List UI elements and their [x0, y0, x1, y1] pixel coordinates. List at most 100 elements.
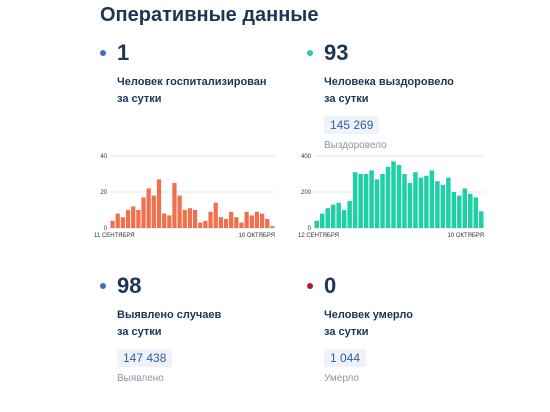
- hospitalized-value: 1: [117, 40, 130, 65]
- bar: [229, 211, 234, 228]
- bar: [325, 208, 330, 228]
- bar: [249, 215, 254, 228]
- bar: [341, 210, 347, 228]
- bar: [208, 211, 213, 228]
- teal-dot-icon: [307, 50, 313, 56]
- bar: [363, 174, 369, 228]
- bar: [358, 174, 363, 228]
- bar: [413, 172, 418, 228]
- bar: [177, 195, 182, 228]
- hospitalized-chart: 0 20 40 11 СЕНТЯБРЯ 10 ОКТЯБРЯ: [94, 150, 279, 242]
- bar: [213, 202, 218, 228]
- bar: [424, 175, 429, 228]
- died-description: Человек умерло за сутки: [324, 309, 413, 338]
- detected-total: 147 438: [117, 349, 173, 367]
- y-tick-label: 200: [301, 190, 312, 196]
- bar: [260, 213, 265, 228]
- blue-dot-icon: [100, 50, 106, 56]
- bar: [182, 210, 187, 228]
- recovered-value: 93: [324, 40, 349, 65]
- bar: [385, 166, 391, 228]
- bar: [141, 197, 146, 228]
- x-end-label: 10 ОКТЯБРЯ: [238, 233, 275, 239]
- recovered-description: Человека выздоровело за сутки: [324, 76, 454, 105]
- bar: [254, 211, 260, 228]
- bar: [156, 179, 162, 228]
- bar: [192, 210, 198, 228]
- bar: [440, 184, 446, 228]
- x-start-label: 12 СЕНТЯБРЯ: [298, 233, 339, 239]
- bar: [391, 161, 396, 228]
- hospitalized-bar-chart: 0 20 40 11 СЕНТЯБРЯ 10 ОКТЯБРЯ: [94, 154, 275, 239]
- bar: [402, 174, 407, 228]
- bar: [223, 219, 229, 228]
- y-tick-label: 40: [100, 154, 107, 160]
- bar: [234, 217, 239, 228]
- recovered-total: 145 269: [324, 116, 380, 134]
- bar: [198, 222, 203, 228]
- bar: [468, 193, 473, 228]
- recovered-bar-chart: 0 200 400 12 СЕНТЯБРЯ 10 ОКТЯБРЯ: [298, 154, 484, 239]
- bar: [120, 217, 126, 228]
- bar: [435, 181, 440, 228]
- bar: [479, 211, 484, 228]
- x-start-label: 11 СЕНТЯБРЯ: [94, 233, 135, 239]
- bar: [203, 220, 208, 228]
- hospitalized-description: Человек госпитализирован за сутки: [117, 76, 267, 105]
- bar: [473, 197, 479, 228]
- bar: [352, 172, 358, 228]
- bar: [218, 217, 223, 228]
- bar: [151, 195, 156, 228]
- hospitalized-block: 1 Человек госпитализирован за сутки: [100, 40, 320, 108]
- detected-value: 98: [117, 273, 142, 298]
- bar: [457, 195, 462, 228]
- y-tick-label: 0: [308, 226, 312, 232]
- bar: [396, 165, 402, 228]
- recovered-total-label: Выздоровело: [324, 140, 387, 151]
- bar: [407, 183, 413, 228]
- bar: [131, 206, 136, 228]
- y-tick-label: 400: [301, 154, 312, 160]
- bar: [162, 213, 167, 228]
- bar: [451, 192, 457, 228]
- bar: [172, 183, 177, 228]
- bar: [314, 220, 319, 228]
- recovered-block: 93 Человека выздоровело за сутки 145 269…: [307, 40, 527, 151]
- bar: [462, 188, 468, 228]
- bar: [239, 222, 244, 228]
- died-total-label: Умерло: [324, 373, 360, 384]
- bar: [136, 210, 141, 228]
- bar: [110, 220, 115, 228]
- bar: [244, 211, 249, 228]
- bar: [115, 213, 120, 228]
- bar: [429, 170, 435, 228]
- died-block: 0 Человек умерло за сутки 1 044 Умерло: [307, 273, 527, 384]
- detected-description: Выявлено случаев за сутки: [117, 309, 222, 338]
- bar: [146, 188, 151, 228]
- blue-dot-icon: [100, 283, 106, 289]
- page-title: Оперативные данные: [100, 4, 319, 26]
- x-end-label: 10 ОКТЯБРЯ: [447, 233, 484, 239]
- y-tick-label: 0: [104, 226, 108, 232]
- died-value: 0: [324, 273, 337, 298]
- recovered-chart: 0 200 400 12 СЕНТЯБРЯ 10 ОКТЯБРЯ: [298, 150, 488, 242]
- bar: [347, 201, 352, 228]
- bar: [369, 170, 374, 228]
- bar: [167, 215, 172, 228]
- y-tick-label: 20: [100, 190, 107, 196]
- bar: [418, 177, 424, 228]
- red-dot-icon: [307, 283, 313, 289]
- detected-block: 98 Выявлено случаев за сутки 147 438 Выя…: [100, 273, 320, 384]
- bar: [446, 177, 451, 228]
- detected-total-label: Выявлено: [117, 373, 164, 384]
- bar: [187, 208, 193, 228]
- bar: [265, 219, 270, 228]
- bar: [374, 179, 380, 228]
- bar: [330, 204, 336, 228]
- died-total: 1 044: [324, 349, 367, 367]
- bar: [336, 202, 341, 228]
- bar: [319, 213, 325, 228]
- bar: [270, 226, 275, 228]
- bar: [125, 210, 131, 228]
- bar: [380, 174, 385, 228]
